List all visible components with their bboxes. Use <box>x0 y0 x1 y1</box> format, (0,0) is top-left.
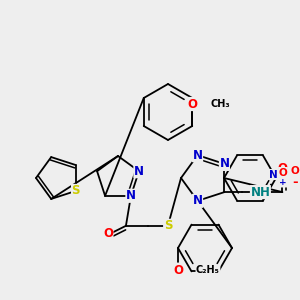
Text: O: O <box>187 98 197 110</box>
Text: S: S <box>164 219 172 232</box>
Text: N: N <box>193 194 202 207</box>
Text: O: O <box>291 166 299 176</box>
Text: C₂H₅: C₂H₅ <box>196 265 220 275</box>
Text: N: N <box>268 169 278 179</box>
Text: O: O <box>103 227 113 240</box>
Text: CH₃: CH₃ <box>210 99 230 109</box>
Text: O: O <box>279 167 287 178</box>
Text: NH: NH <box>250 186 270 199</box>
Text: N: N <box>134 165 144 178</box>
Text: +: + <box>279 178 287 187</box>
Text: N: N <box>126 189 136 202</box>
Text: N: N <box>219 158 230 170</box>
Text: -: - <box>292 176 298 189</box>
Text: O: O <box>173 263 183 277</box>
Text: O: O <box>278 162 287 175</box>
Text: S: S <box>71 184 80 197</box>
Text: N: N <box>193 149 202 162</box>
